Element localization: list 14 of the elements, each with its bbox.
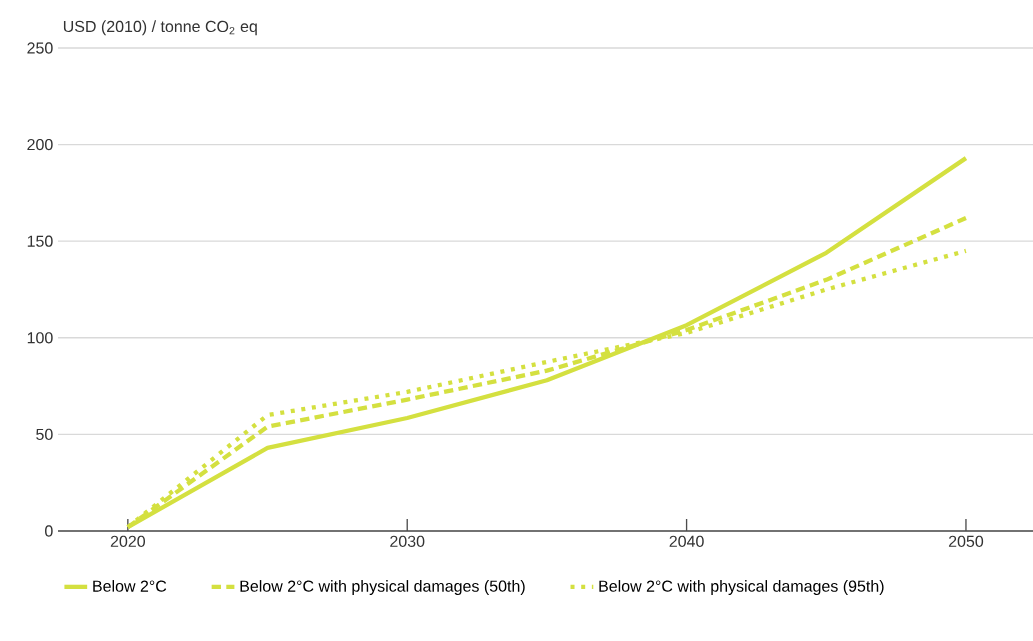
y-tick-label: 150	[27, 235, 53, 247]
x-tick-label: 2050	[948, 535, 984, 548]
y-tick-label: 200	[27, 138, 53, 151]
x-tick-label: 2030	[390, 535, 425, 548]
legend-label: Below 2°C	[93, 580, 167, 592]
x-tick-label: 2020	[110, 535, 146, 548]
y-tick-label: 100	[27, 332, 53, 344]
legend-label: Below 2°C with physical damages (50th)	[240, 580, 525, 595]
y-tick-label: 250	[27, 42, 53, 54]
x-tick-label: 2040	[669, 535, 704, 548]
y-tick-label: 0	[45, 525, 53, 537]
y-axis-title: USD (2010) / tonne CO$_{2}$ eq	[63, 20, 257, 36]
y-tick-label: 50	[36, 428, 53, 441]
legend-label: Below 2°C with physical damages (95th)	[599, 580, 884, 595]
